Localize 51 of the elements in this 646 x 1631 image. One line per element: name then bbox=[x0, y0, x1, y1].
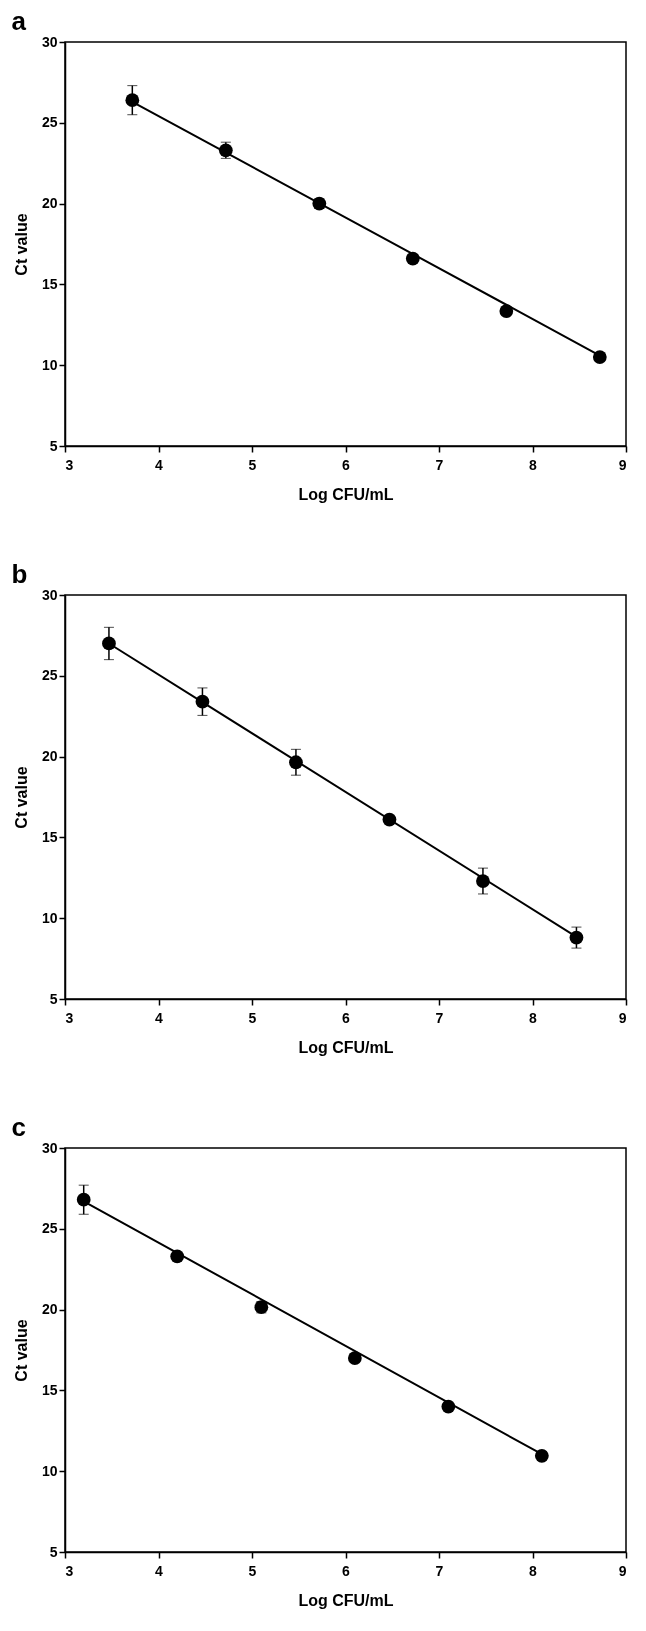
x-tick-label: 8 bbox=[529, 1009, 538, 1026]
y-tick-label: 25 bbox=[41, 114, 58, 131]
y-tick-label: 20 bbox=[41, 195, 58, 212]
y-axis-title: Ct value bbox=[12, 213, 30, 276]
x-tick-label: 4 bbox=[155, 456, 164, 473]
y-tick-label: 15 bbox=[41, 1381, 58, 1398]
x-tick-label: 6 bbox=[342, 456, 351, 473]
y-tick-label: 20 bbox=[41, 748, 58, 765]
chart-title: a bbox=[11, 6, 27, 36]
x-tick-label: 5 bbox=[248, 456, 257, 473]
x-axis-title: Log CFU/mL bbox=[298, 1591, 394, 1609]
x-tick-label: 9 bbox=[618, 456, 627, 473]
x-tick-label: 8 bbox=[529, 1562, 538, 1579]
x-tick-label: 7 bbox=[435, 1009, 444, 1026]
x-tick-label: 9 bbox=[618, 1562, 627, 1579]
y-tick-label: 20 bbox=[41, 1301, 58, 1318]
chart-title: b bbox=[11, 559, 28, 589]
x-tick-label: 5 bbox=[248, 1562, 257, 1579]
point bbox=[347, 1351, 362, 1365]
x-tick-label: 5 bbox=[248, 1009, 257, 1026]
x-tick-label: 4 bbox=[155, 1562, 164, 1579]
x-tick-label: 3 bbox=[65, 1009, 74, 1026]
x-tick-label: 3 bbox=[65, 1562, 74, 1579]
y-tick-label: 25 bbox=[41, 667, 58, 684]
y-tick-label: 5 bbox=[49, 1543, 58, 1560]
y-tick-label: 30 bbox=[41, 1139, 58, 1156]
x-tick-label: 6 bbox=[342, 1562, 351, 1579]
y-axis-title: Ct value bbox=[12, 1319, 30, 1382]
point bbox=[592, 350, 607, 364]
y-tick-label: 5 bbox=[49, 437, 58, 454]
y-tick-label: 10 bbox=[41, 1462, 58, 1479]
y-tick-label: 10 bbox=[41, 356, 58, 373]
y-tick-label: 15 bbox=[41, 828, 58, 845]
x-tick-label: 8 bbox=[529, 456, 538, 473]
x-axis-title: Log CFU/mL bbox=[298, 1038, 394, 1056]
y-tick-label: 25 bbox=[41, 1220, 58, 1237]
point bbox=[534, 1448, 549, 1463]
x-tick-label: 7 bbox=[435, 456, 444, 473]
x-tick-label: 6 bbox=[342, 1009, 351, 1026]
y-tick-label: 30 bbox=[41, 586, 58, 603]
x-tick-label: 4 bbox=[155, 1009, 164, 1026]
y-tick-label: 30 bbox=[41, 33, 58, 50]
x-tick-label: 9 bbox=[618, 1009, 627, 1026]
x-tick-label: 3 bbox=[65, 456, 74, 473]
x-axis-title: Log CFU/mL bbox=[298, 485, 394, 503]
y-axis-title: Ct value bbox=[12, 766, 30, 829]
x-tick-label: 7 bbox=[435, 1562, 444, 1579]
y-tick-label: 15 bbox=[41, 275, 58, 292]
chart-title: c bbox=[11, 1112, 26, 1142]
y-tick-label: 10 bbox=[41, 909, 58, 926]
y-tick-label: 5 bbox=[49, 990, 58, 1007]
